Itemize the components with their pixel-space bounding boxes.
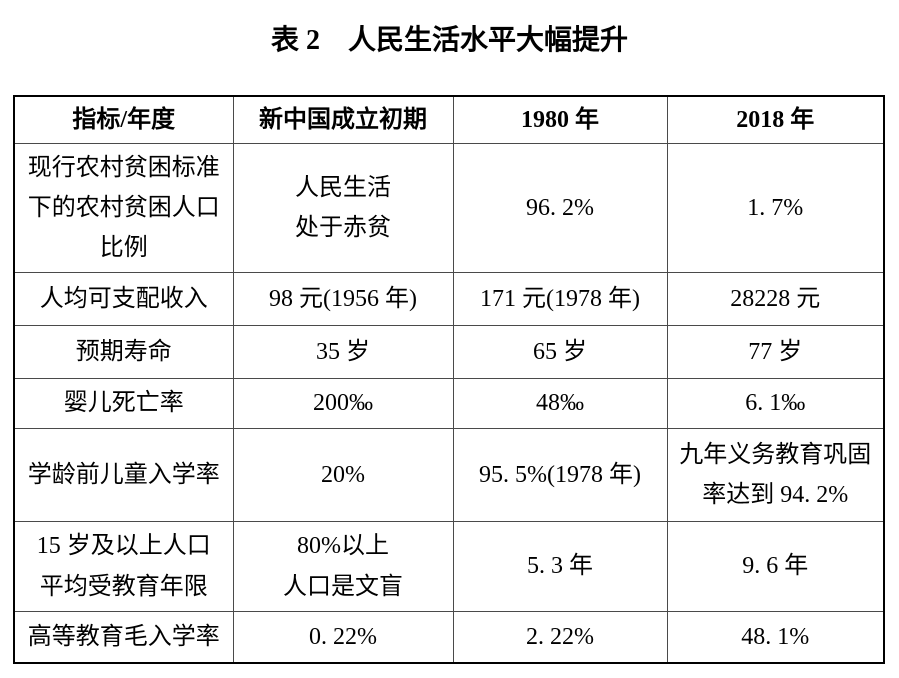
cell-1980: 96. 2% xyxy=(452,143,668,274)
cell-2018: 1. 7% xyxy=(666,143,885,274)
cell-1980: 2. 22% xyxy=(452,611,668,664)
statistics-table: 指标/年度 新中国成立初期 1980 年 2018 年 现行农村贫困标准 下的农… xyxy=(13,94,885,664)
cell-early: 20% xyxy=(232,428,454,523)
cell-2018: 77 岁 xyxy=(666,325,885,380)
cell-1980: 5. 3 年 xyxy=(452,521,668,613)
table-row: 预期寿命 35 岁 65 岁 77 岁 xyxy=(13,325,885,380)
cell-1980: 95. 5%(1978 年) xyxy=(452,428,668,523)
cell-1980: 48‰ xyxy=(452,378,668,430)
cell-early: 200‰ xyxy=(232,378,454,430)
table-row: 人均可支配收入 98 元(1956 年) 171 元(1978 年) 28228… xyxy=(13,272,885,327)
cell-1980: 65 岁 xyxy=(452,325,668,380)
cell-indicator: 预期寿命 xyxy=(13,325,234,380)
cell-2018: 48. 1% xyxy=(666,611,885,664)
cell-early: 0. 22% xyxy=(232,611,454,664)
header-cell-2018: 2018 年 xyxy=(666,95,885,145)
table-caption: 表 2 人民生活水平大幅提升 xyxy=(270,25,628,56)
cell-indicator: 人均可支配收入 xyxy=(13,272,234,327)
table-row: 高等教育毛入学率 0. 22% 2. 22% 48. 1% xyxy=(13,611,885,664)
cell-2018: 6. 1‰ xyxy=(666,378,885,430)
table-row: 学龄前儿童入学率 20% 95. 5%(1978 年) 九年义务教育巩固 率达到… xyxy=(13,428,885,523)
cell-indicator: 学龄前儿童入学率 xyxy=(13,428,234,523)
cell-early: 35 岁 xyxy=(232,325,454,380)
cell-2018: 9. 6 年 xyxy=(666,521,885,613)
cell-early: 人民生活 处于赤贫 xyxy=(232,143,454,274)
table-row: 现行农村贫困标准 下的农村贫困人口 比例 人民生活 处于赤贫 96. 2% 1.… xyxy=(13,143,885,274)
table-row: 婴儿死亡率 200‰ 48‰ 6. 1‰ xyxy=(13,378,885,430)
cell-indicator: 现行农村贫困标准 下的农村贫困人口 比例 xyxy=(13,143,234,274)
header-cell-early-prc: 新中国成立初期 xyxy=(232,95,454,145)
cell-early: 98 元(1956 年) xyxy=(232,272,454,327)
table-header-row: 指标/年度 新中国成立初期 1980 年 2018 年 xyxy=(13,95,885,145)
header-cell-1980: 1980 年 xyxy=(452,95,668,145)
cell-indicator: 高等教育毛入学率 xyxy=(13,611,234,664)
cell-2018: 28228 元 xyxy=(666,272,885,327)
cell-early: 80%以上 人口是文盲 xyxy=(232,521,454,613)
cell-2018: 九年义务教育巩固 率达到 94. 2% xyxy=(666,428,885,523)
cell-indicator: 15 岁及以上人口 平均受教育年限 xyxy=(13,521,234,613)
header-cell-indicator: 指标/年度 xyxy=(13,95,234,145)
table-row: 15 岁及以上人口 平均受教育年限 80%以上 人口是文盲 5. 3 年 9. … xyxy=(13,521,885,613)
cell-1980: 171 元(1978 年) xyxy=(452,272,668,327)
cell-indicator: 婴儿死亡率 xyxy=(13,378,234,430)
